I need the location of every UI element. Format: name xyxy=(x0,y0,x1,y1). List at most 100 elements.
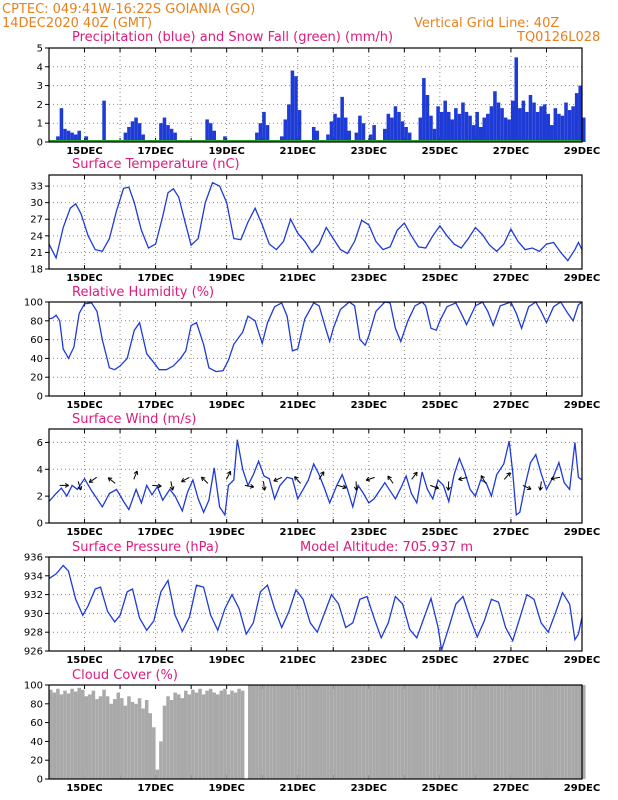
y-tick-label: 33 xyxy=(30,182,43,193)
cloud-bar xyxy=(73,691,78,779)
precip-bar xyxy=(333,113,337,142)
precip-bar xyxy=(478,126,483,142)
cloud-bar xyxy=(88,694,92,779)
wind-arrowhead xyxy=(294,476,299,481)
cloud-bar xyxy=(336,685,341,779)
y-tick-label: 20 xyxy=(30,373,43,384)
wind-arrow xyxy=(337,484,347,489)
date-label: 25DEC xyxy=(422,655,458,666)
cloud-bar xyxy=(191,689,195,779)
wind-arrowhead xyxy=(169,486,175,491)
wind-arrowhead xyxy=(480,475,485,480)
precip-bar xyxy=(439,111,444,142)
wind-arrow xyxy=(201,476,209,484)
date-label: 15DEC xyxy=(66,400,102,411)
date-label: 21DEC xyxy=(280,527,316,538)
cloud-bar xyxy=(49,689,53,779)
header-grid-note: Vertical Grid Line: 40Z xyxy=(414,16,559,31)
cloud-bar xyxy=(422,685,426,779)
date-label: 29DEC xyxy=(564,783,600,794)
cloud-bar xyxy=(390,685,394,779)
date-label: 23DEC xyxy=(351,655,387,666)
cloud-panel: 15DEC 17DEC 19DEC 21DEC 23DEC 25DEC 27DEC 29DEC… xyxy=(24,681,600,795)
cloud-bar xyxy=(507,685,511,779)
date-label: 17DEC xyxy=(137,400,173,411)
y-tick-label: 930 xyxy=(24,609,43,620)
cloud-bar xyxy=(205,690,209,779)
cloud-bar xyxy=(127,696,131,779)
precip-bar xyxy=(493,91,497,142)
cloud-bar xyxy=(560,685,565,779)
cloud-bar xyxy=(414,685,419,779)
precip-bar xyxy=(582,117,586,142)
precip-bar xyxy=(123,132,128,142)
precip-bar xyxy=(560,115,565,142)
precip-bar xyxy=(567,110,572,142)
precip-bar xyxy=(446,111,451,142)
cloud-bar xyxy=(521,685,526,779)
date-label: 15DEC xyxy=(66,273,102,284)
y-tick-label: 2 xyxy=(37,100,43,111)
wind-arrowhead xyxy=(353,486,359,491)
date-label: 17DEC xyxy=(137,783,173,794)
wind-arrowhead xyxy=(387,475,392,481)
precip-bar xyxy=(482,117,487,142)
date-label: 15DEC xyxy=(66,527,102,538)
cloud-bar xyxy=(347,685,352,779)
precip-bar xyxy=(578,85,582,142)
header-model-code: TQ0126L028 xyxy=(516,30,600,45)
precip-bar xyxy=(173,132,177,142)
y-tick-label: 40 xyxy=(30,354,43,365)
cloud-bar xyxy=(503,685,508,779)
cloud-bar xyxy=(102,689,106,779)
wind-arrowhead xyxy=(526,485,532,491)
cloud-bar xyxy=(66,693,71,779)
precip-bar xyxy=(329,121,334,142)
date-label: 21DEC xyxy=(280,273,316,284)
cloud-bar xyxy=(375,685,380,779)
precip-bar xyxy=(404,126,408,142)
precip-bar xyxy=(510,100,515,142)
date-label: 23DEC xyxy=(351,527,387,538)
precip-bar xyxy=(73,134,78,142)
precip-frame xyxy=(48,47,583,143)
cloud-bar xyxy=(418,685,423,779)
date-label: 19DEC xyxy=(208,273,244,284)
wind-arrowhead xyxy=(200,476,206,482)
cloud-bar xyxy=(279,685,284,779)
precip-bar xyxy=(422,78,426,142)
precip-bar xyxy=(372,125,376,142)
cloud-bar xyxy=(130,701,135,779)
y-tick-label: 100 xyxy=(24,298,43,309)
cloud-bar xyxy=(475,685,479,779)
precip-bar xyxy=(468,115,472,142)
cloud-bar xyxy=(361,685,366,779)
date-label: 29DEC xyxy=(564,146,600,157)
wind-arrowhead xyxy=(434,485,440,490)
press-frame xyxy=(48,556,583,652)
cloud-bar xyxy=(80,689,85,779)
precip-bar xyxy=(343,117,348,142)
cloud-bar xyxy=(283,685,288,779)
header-date: 14DEC2020 40Z (GMT) xyxy=(2,16,152,31)
y-tick-label: 932 xyxy=(24,590,43,601)
y-tick-label: 936 xyxy=(24,553,43,564)
cloud-bar xyxy=(265,685,270,779)
precip-bar xyxy=(127,126,131,142)
cloud-bar xyxy=(216,694,220,779)
y-tick-label: 2 xyxy=(37,492,43,503)
precip-bar xyxy=(130,121,135,142)
precip-bar xyxy=(315,130,320,142)
date-label: 17DEC xyxy=(137,146,173,157)
y-tick-label: 27 xyxy=(30,215,43,226)
cloud-bar xyxy=(500,685,504,779)
cloud-bar xyxy=(276,685,280,779)
wind-title: Surface Wind (m/s) xyxy=(72,412,196,427)
precip-bar xyxy=(496,102,501,142)
wind-arrowhead xyxy=(64,482,69,488)
date-label: 25DEC xyxy=(422,400,458,411)
cloud-bar xyxy=(354,685,359,779)
cloud-bar xyxy=(212,692,216,779)
y-tick-label: 1 xyxy=(37,119,43,130)
